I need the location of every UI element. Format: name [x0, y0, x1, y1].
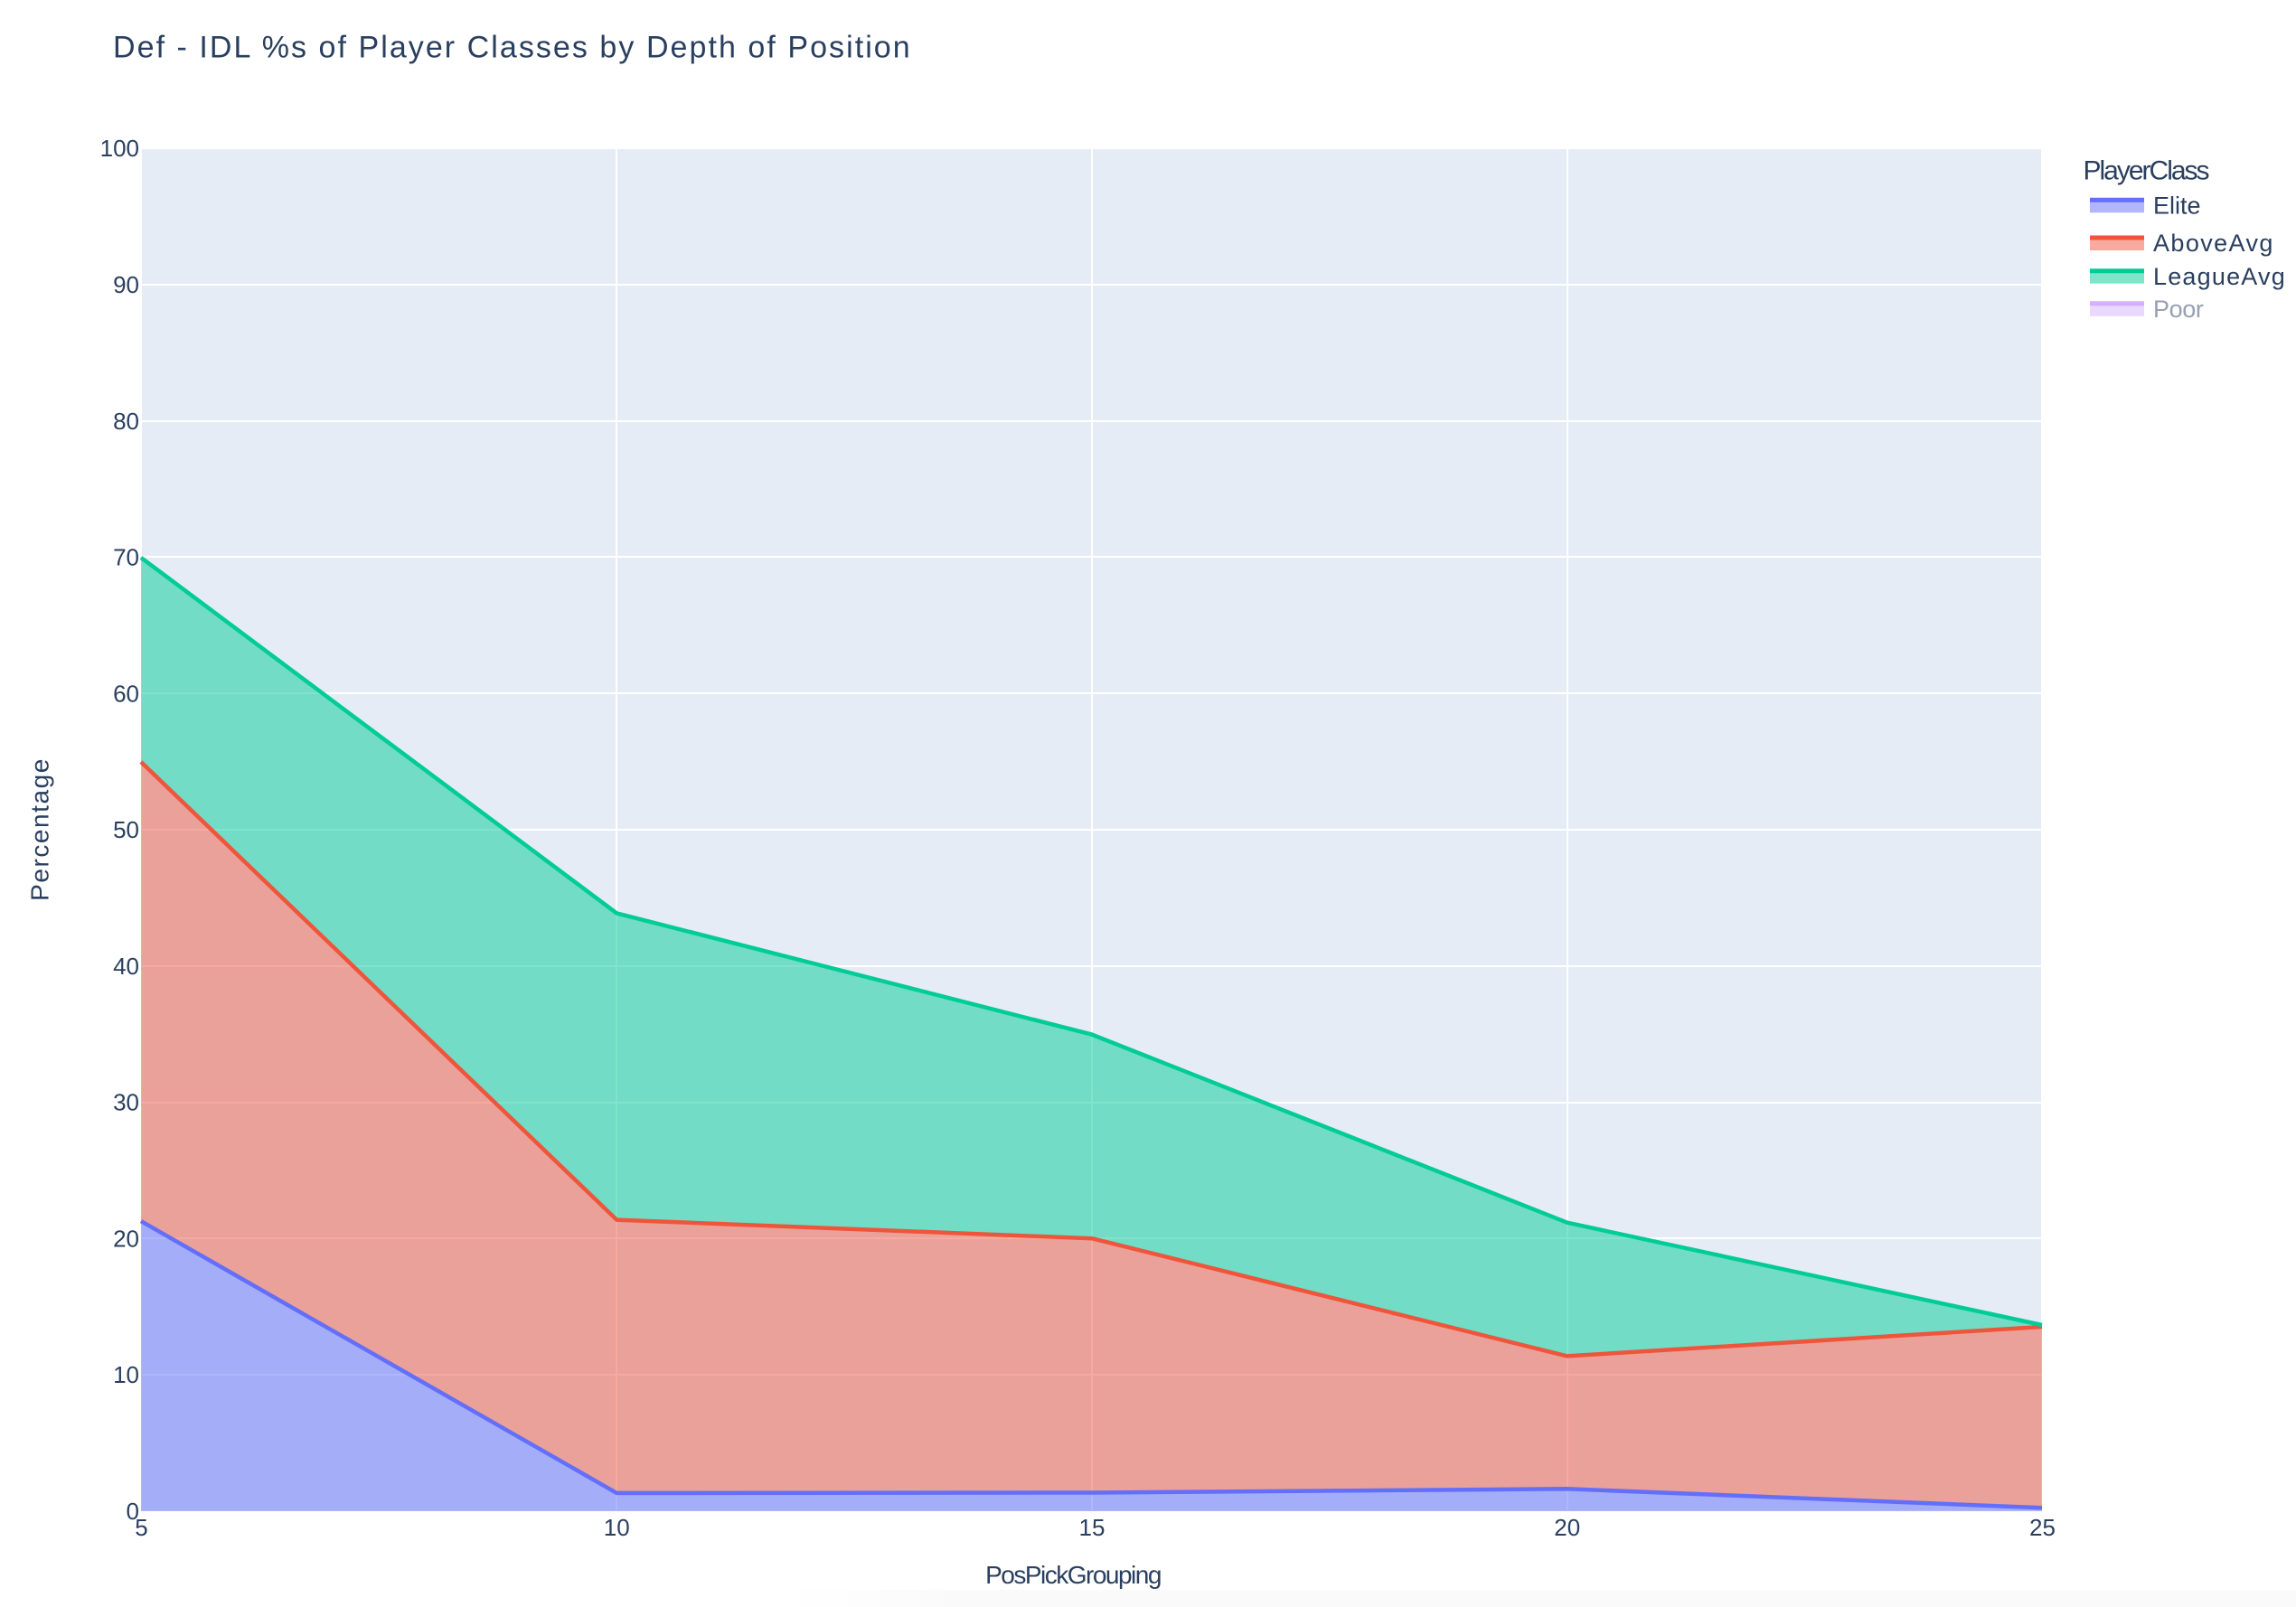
svg-text:15: 15 — [1079, 1514, 1106, 1541]
svg-text:30: 30 — [113, 1089, 139, 1116]
svg-text:Def - IDL %s of Player Classes: Def - IDL %s of Player Classes by Depth … — [113, 31, 912, 65]
svg-text:Elite: Elite — [2153, 193, 2201, 220]
svg-text:PosPickGrouping: PosPickGrouping — [985, 1561, 1161, 1589]
svg-text:5: 5 — [135, 1514, 147, 1541]
svg-text:90: 90 — [113, 271, 139, 298]
svg-text:20: 20 — [1554, 1514, 1580, 1541]
svg-text:60: 60 — [113, 680, 139, 707]
svg-text:0: 0 — [127, 1498, 139, 1525]
svg-text:Poor: Poor — [2153, 296, 2204, 323]
svg-text:20: 20 — [113, 1225, 139, 1252]
svg-text:10: 10 — [604, 1514, 630, 1541]
svg-text:AboveAvg: AboveAvg — [2153, 230, 2274, 257]
svg-text:LeagueAvg: LeagueAvg — [2153, 263, 2286, 290]
svg-text:PlayerClass: PlayerClass — [2084, 156, 2209, 186]
svg-text:10: 10 — [113, 1361, 139, 1388]
svg-text:Percentage: Percentage — [26, 757, 54, 901]
svg-text:80: 80 — [113, 408, 139, 435]
svg-text:25: 25 — [2029, 1514, 2056, 1541]
svg-text:70: 70 — [113, 544, 139, 571]
svg-text:50: 50 — [113, 816, 139, 843]
svg-text:100: 100 — [100, 135, 139, 162]
svg-text:40: 40 — [113, 953, 139, 980]
